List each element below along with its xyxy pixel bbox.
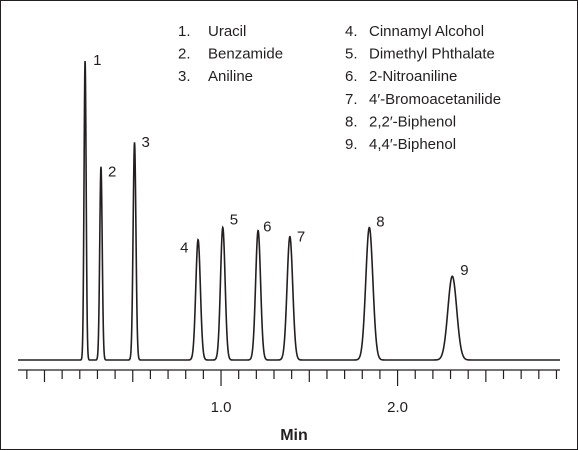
legend-item-name: 4,4′-Biphenol [369, 136, 456, 153]
legend-item-number: 9. [345, 136, 358, 153]
x-axis-title: Min [280, 427, 308, 444]
legend-item-number: 3. [178, 68, 191, 85]
legend-item-number: 6. [345, 68, 358, 85]
peak-label: 8 [376, 214, 384, 231]
chromatogram-trace [18, 60, 560, 361]
legend-item-number: 7. [345, 91, 358, 108]
legend-item-number: 1. [178, 23, 191, 40]
legend-item-number: 8. [345, 113, 358, 130]
peak-label: 9 [460, 262, 468, 279]
x-axis: 1.0 2.0 [18, 369, 560, 416]
legend-item-number: 5. [345, 46, 358, 63]
legend-item-number: 2. [178, 46, 191, 63]
legend: 1. Uracil 2. Benzamide 3. Aniline 4. Cinnamyl A… [178, 23, 501, 153]
peak-label: 4 [180, 240, 188, 257]
peak-label: 2 [108, 164, 116, 181]
peak-label: 7 [297, 229, 305, 246]
peak-label: 1 [93, 52, 101, 69]
legend-item-name: Uracil [208, 23, 246, 40]
legend-item-name: Aniline [208, 68, 253, 85]
legend-item-number: 4. [345, 23, 358, 40]
legend-item-name: Cinnamyl Alcohol [369, 23, 484, 40]
legend-item-name: 2-Nitroaniline [369, 68, 457, 85]
legend-item-name: Dimethyl Phthalate [369, 46, 495, 63]
peak-label: 5 [230, 212, 238, 229]
legend-item-name: 2,2′-Biphenol [369, 113, 456, 130]
peak-label: 3 [142, 134, 150, 151]
legend-item-name: 4′-Bromoacetanilide [369, 91, 501, 108]
x-tick-label: 2.0 [387, 399, 408, 416]
x-tick-label: 1.0 [211, 399, 232, 416]
peak-labels: 1 2 3 4 5 6 7 8 9 [93, 52, 469, 279]
peak-label: 6 [263, 219, 271, 236]
legend-item-name: Benzamide [208, 46, 283, 63]
